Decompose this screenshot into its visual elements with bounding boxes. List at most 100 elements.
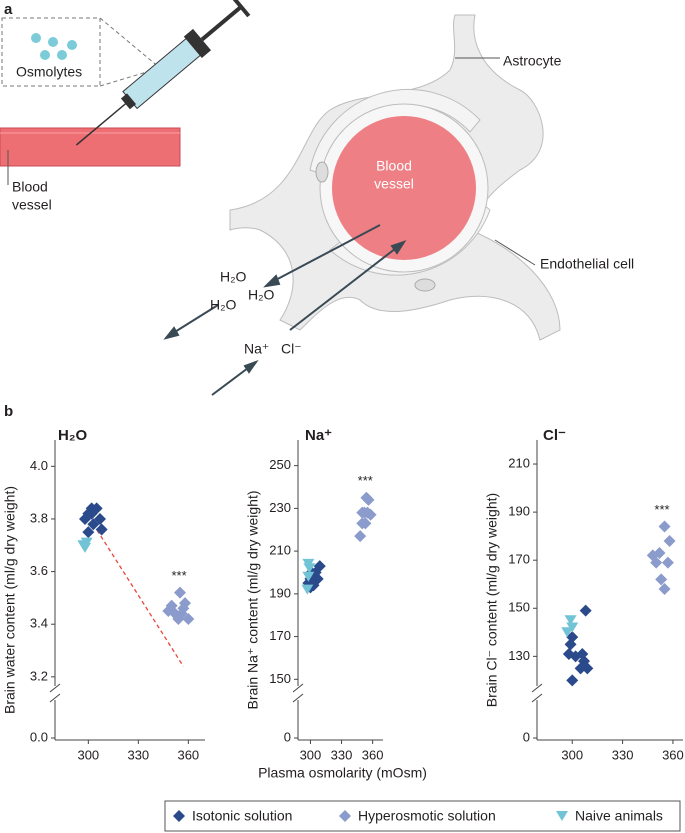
marker <box>301 584 314 595</box>
y-axis-label: Brain Cl⁻ content (ml/g dry weight) <box>484 493 500 707</box>
y-tick-label: 3.6 <box>30 563 48 578</box>
x-tick-label: 360 <box>662 747 684 762</box>
osmolyte <box>67 40 77 50</box>
marker <box>172 612 185 625</box>
marker <box>653 546 666 559</box>
x-tick-label: 330 <box>331 747 353 762</box>
y-tick-label: 150 <box>269 671 291 686</box>
marker <box>658 583 671 596</box>
marker <box>90 502 103 515</box>
y-tick-label: 150 <box>508 600 530 615</box>
syringe <box>75 0 251 146</box>
annotation: *** <box>171 568 186 583</box>
chart-title: Na⁺ <box>305 427 332 444</box>
leader <box>494 239 536 266</box>
marker <box>663 534 676 547</box>
marker <box>359 517 372 530</box>
label: vessel <box>12 197 52 213</box>
y-tick-label: 3.4 <box>30 616 48 631</box>
marker <box>339 810 351 822</box>
marker <box>95 523 108 536</box>
marker <box>362 493 375 506</box>
marker <box>556 811 568 821</box>
y-tick-label: 170 <box>508 552 530 567</box>
marker <box>87 518 100 531</box>
marker <box>564 615 577 626</box>
y-tick-label: 0 <box>284 729 291 744</box>
x-tick-label: 300 <box>77 747 99 762</box>
y-tick-label: 170 <box>269 628 291 643</box>
panel-label: b <box>4 403 13 420</box>
osmolyte <box>40 50 50 60</box>
marker <box>302 571 315 582</box>
label: vessel <box>374 176 414 192</box>
axis-break <box>292 683 304 693</box>
marker <box>173 810 185 822</box>
nucleus <box>315 161 329 183</box>
marker <box>182 612 195 625</box>
y-axis-label: Brain water content (ml/g dry weight) <box>2 486 18 714</box>
label: H₂O <box>220 269 247 285</box>
marker <box>658 520 671 533</box>
x-tick-label: 360 <box>177 747 199 762</box>
diagram: a Osmolytes Blood vessel Astrocyte Endot… <box>0 0 634 396</box>
osmolyte <box>31 33 41 43</box>
axis-break <box>49 683 61 693</box>
zoom-line <box>99 17 161 69</box>
label: Na⁺ <box>244 341 269 357</box>
axis-break <box>292 693 304 703</box>
label: H₂O <box>210 297 237 313</box>
chart-title: H₂O <box>58 427 87 444</box>
label: Endothelial cell <box>540 256 634 272</box>
y-axis-label: Brain Na⁺ content (ml/g dry weight) <box>245 490 261 709</box>
label: H₂O <box>248 287 275 303</box>
axis-break <box>49 693 61 703</box>
osmolyte <box>57 50 67 60</box>
x-tick-label: 360 <box>362 747 384 762</box>
label: Blood <box>12 179 48 195</box>
axis-break <box>531 693 543 703</box>
marker <box>354 530 367 543</box>
osmolyte <box>48 37 58 47</box>
y-tick-label: 210 <box>508 455 530 470</box>
chart-title: Cl⁻ <box>543 427 566 444</box>
y-tick-label: 190 <box>269 585 291 600</box>
legend-box <box>164 800 681 832</box>
x-tick-label: 300 <box>561 747 583 762</box>
legend-label: Isotonic solution <box>192 808 292 824</box>
nucleus <box>414 278 436 292</box>
panel-label: a <box>4 1 13 18</box>
y-tick-label: 0 <box>523 729 530 744</box>
x-tick-label: 330 <box>612 747 634 762</box>
trend-line <box>92 523 184 667</box>
y-tick-label: 190 <box>508 504 530 519</box>
label: Astrocyte <box>503 53 562 69</box>
y-tick-label: 4.0 <box>30 458 48 473</box>
marker <box>303 563 316 574</box>
marker <box>80 537 93 548</box>
marker <box>650 556 663 569</box>
marker <box>82 526 95 539</box>
x-tick-label: 330 <box>127 747 149 762</box>
marker <box>566 622 579 633</box>
y-tick-label: 250 <box>269 457 291 472</box>
label: Osmolytes <box>16 64 82 80</box>
vessel-center <box>332 116 476 260</box>
y-tick-label: 130 <box>508 648 530 663</box>
y-tick-label: 210 <box>269 543 291 558</box>
label: Blood <box>376 158 412 174</box>
marker <box>85 507 98 520</box>
legend-label: Naive animals <box>575 808 663 824</box>
marker <box>566 631 579 644</box>
marker <box>566 674 579 687</box>
marker <box>655 573 668 586</box>
marker <box>313 560 326 573</box>
marker <box>174 586 186 599</box>
marker <box>579 604 592 617</box>
y-tick-label: 3.8 <box>30 510 48 525</box>
marker <box>661 556 674 569</box>
marker <box>561 627 574 638</box>
x-tick-label: 300 <box>300 747 322 762</box>
